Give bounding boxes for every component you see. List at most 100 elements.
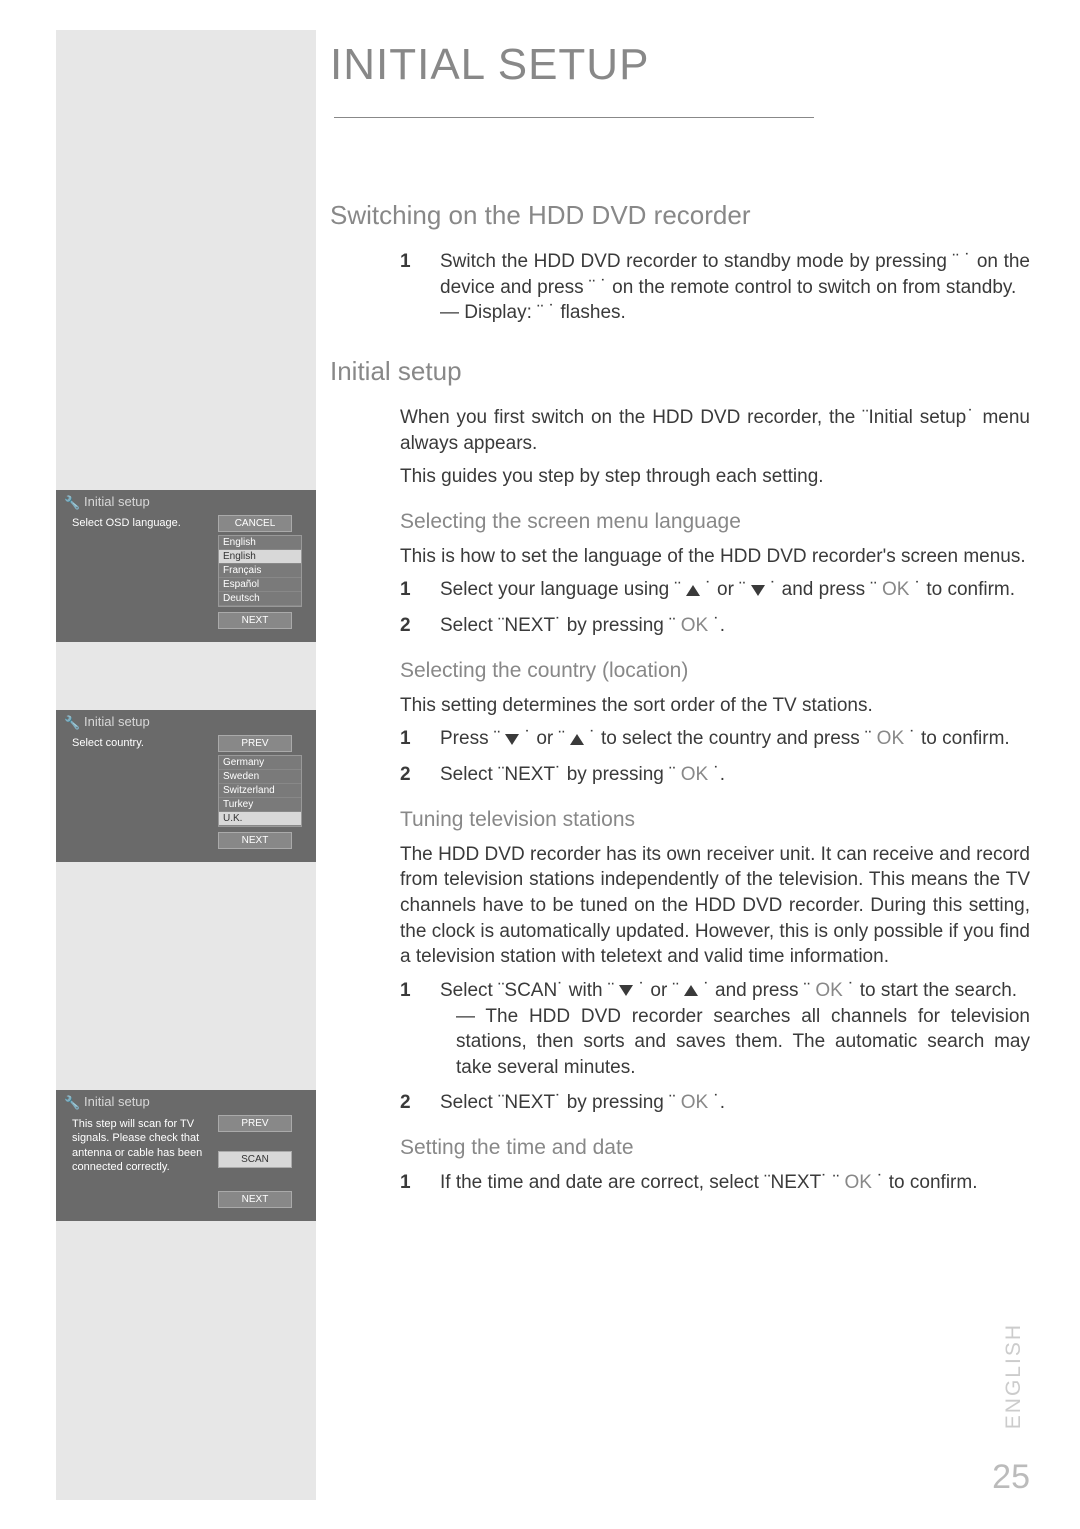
list-item: U.K.	[219, 812, 301, 826]
list-item: Switzerland	[219, 784, 301, 798]
step-text: ˙ to confirm.	[909, 728, 1009, 749]
step-number: 2	[400, 613, 411, 639]
step-item: 1 Press ¨ ˙ or ¨ ˙ to select the country…	[400, 726, 1030, 752]
step-text: Select ¨NEXT˙ by pressing ¨	[440, 1092, 675, 1113]
list-item: Turkey	[219, 798, 301, 812]
list-item: Sweden	[219, 770, 301, 784]
page-title: INITIAL SETUP	[330, 40, 1030, 140]
list-item: Español	[219, 578, 301, 592]
step-text: ˙ to start the search.	[848, 980, 1017, 1001]
menu-title-bar: 🔧 Initial setup	[56, 490, 316, 513]
menu-prompt: Select country.	[64, 733, 218, 757]
arrow-down-icon	[619, 985, 633, 996]
step-number: 1	[400, 1170, 411, 1196]
step-item: 2 Select ¨NEXT˙ by pressing ¨ OK ˙.	[400, 613, 1030, 639]
subsection-heading-tuning: Tuning television stations	[400, 808, 1030, 832]
step-text: Press ¨	[440, 728, 500, 749]
paragraph: This setting determines the sort order o…	[400, 693, 1030, 719]
step-number: 1	[400, 726, 411, 752]
paragraph: When you first switch on the HDD DVD rec…	[400, 405, 1030, 456]
arrow-up-icon	[570, 734, 584, 745]
cancel-button: CANCEL	[218, 515, 292, 532]
menu-prompt: This step will scan for TV signals. Plea…	[64, 1113, 218, 1182]
ok-label: OK	[844, 1172, 871, 1193]
menu-title: Initial setup	[84, 494, 150, 509]
paragraph: This guides you step by step through eac…	[400, 464, 1030, 490]
subsection-heading-time: Setting the time and date	[400, 1136, 1030, 1160]
step-text: ˙ to confirm.	[877, 1172, 977, 1193]
page-title-text: INITIAL SETUP	[330, 40, 649, 89]
arrow-up-icon	[686, 585, 700, 596]
ok-label: OK	[877, 728, 904, 749]
paragraph: The HDD DVD recorder has its own receive…	[400, 842, 1030, 970]
step-text: ˙ or ¨	[639, 980, 684, 1001]
step-item: 1 Select ¨SCAN˙ with ¨ ˙ or ¨ ˙ and pres…	[400, 978, 1030, 1081]
section-heading-switching: Switching on the HDD DVD recorder	[330, 200, 1030, 231]
scan-button: SCAN	[218, 1151, 292, 1168]
menu-screenshot-scan: 🔧 Initial setup This step will scan for …	[56, 1090, 316, 1221]
list-item: Germany	[219, 756, 301, 770]
ok-label: OK	[815, 980, 842, 1001]
step-text: ˙.	[713, 1092, 725, 1113]
prev-button: PREV	[218, 1115, 292, 1132]
menu-title-bar: 🔧 Initial setup	[56, 1090, 316, 1113]
main-content: INITIAL SETUP Switching on the HDD DVD r…	[330, 40, 1030, 1208]
section-heading-initial: Initial setup	[330, 356, 1030, 387]
step-item: 1 Switch the HDD DVD recorder to standby…	[400, 249, 1030, 326]
subsection-heading-language: Selecting the screen menu language	[400, 510, 1030, 534]
language-side-label: ENGLISH	[1002, 1323, 1026, 1429]
next-button: NEXT	[218, 612, 292, 629]
menu-title: Initial setup	[84, 714, 150, 729]
step-item: 2 Select ¨NEXT˙ by pressing ¨ OK ˙.	[400, 1090, 1030, 1116]
ok-label: OK	[882, 579, 909, 600]
step-number: 1	[400, 978, 411, 1004]
wrench-icon: 🔧	[64, 715, 78, 729]
paragraph: This is how to set the language of the H…	[400, 544, 1030, 570]
list-item: Deutsch	[219, 592, 301, 606]
ok-label: OK	[681, 615, 708, 636]
step-number: 1	[400, 577, 411, 603]
step-text: ˙ and press ¨	[770, 579, 877, 600]
next-button: NEXT	[218, 1191, 292, 1208]
wrench-icon: 🔧	[64, 1095, 78, 1109]
next-button: NEXT	[218, 832, 292, 849]
menu-title: Initial setup	[84, 1094, 150, 1109]
prev-button: PREV	[218, 735, 292, 752]
ok-label: OK	[681, 1092, 708, 1113]
step-note: — The HDD DVD recorder searches all chan…	[440, 1004, 1030, 1081]
step-item: 2 Select ¨NEXT˙ by pressing ¨ OK ˙.	[400, 762, 1030, 788]
arrow-down-icon	[505, 734, 519, 745]
arrow-up-icon	[684, 985, 698, 996]
wrench-icon: 🔧	[64, 495, 78, 509]
country-list: Germany Sweden Switzerland Turkey U.K.	[218, 755, 302, 827]
menu-screenshot-language: 🔧 Initial setup Select OSD language. CAN…	[56, 490, 316, 642]
step-text: Switch the HDD DVD recorder to standby m…	[440, 251, 1030, 298]
language-list: English English Français Español Deutsch	[218, 535, 302, 607]
list-item: English	[219, 550, 301, 564]
list-item: Français	[219, 564, 301, 578]
step-text: Select your language using ¨	[440, 579, 681, 600]
step-text: Select ¨NEXT˙ by pressing ¨	[440, 615, 675, 636]
ok-label: OK	[681, 764, 708, 785]
step-note: — Display: ¨ ˙ flashes.	[440, 302, 626, 323]
step-text: ˙ and press ¨	[703, 980, 810, 1001]
step-text: ˙ or ¨	[705, 579, 750, 600]
step-text: Select ¨SCAN˙ with ¨	[440, 980, 619, 1001]
menu-title-bar: 🔧 Initial setup	[56, 710, 316, 733]
step-item: 1 If the time and date are correct, sele…	[400, 1170, 1030, 1196]
menu-screenshot-country: 🔧 Initial setup Select country. PREV Ger…	[56, 710, 316, 862]
arrow-down-icon	[751, 585, 765, 596]
list-item: English	[219, 536, 301, 550]
step-text: ˙ to confirm.	[915, 579, 1015, 600]
step-text: ˙ or ¨	[525, 728, 570, 749]
step-text: ˙.	[713, 615, 725, 636]
step-number: 2	[400, 762, 411, 788]
left-margin-column: 🔧 Initial setup Select OSD language. CAN…	[56, 30, 316, 1500]
step-number: 1	[400, 249, 411, 275]
step-text: ˙.	[713, 764, 725, 785]
step-item: 1 Select your language using ¨ ˙ or ¨ ˙ …	[400, 577, 1030, 603]
step-text: If the time and date are correct, select…	[440, 1172, 839, 1193]
menu-prompt: Select OSD language.	[64, 513, 218, 537]
step-text: ˙ to select the country and press ¨	[589, 728, 871, 749]
page-number: 25	[992, 1458, 1030, 1497]
